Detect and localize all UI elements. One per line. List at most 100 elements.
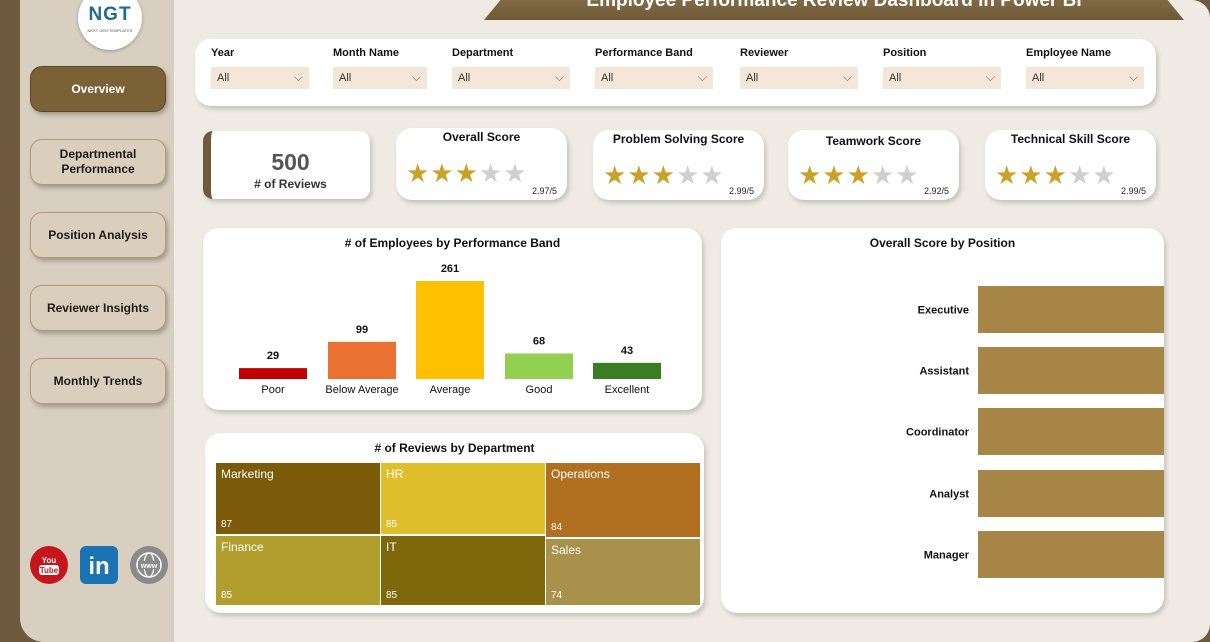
- star-rating: ★★★★★: [603, 160, 725, 191]
- youtube-icon[interactable]: You Tube: [30, 546, 68, 584]
- filter-label: Department: [452, 47, 514, 59]
- chart-title: # of Reviews by Department: [374, 441, 535, 455]
- chevron-down-icon: ⌵: [411, 70, 421, 84]
- filter-label: Reviewer: [740, 47, 789, 59]
- treemap-value: 85: [386, 519, 398, 530]
- nav-position-analysis-button[interactable]: Position Analysis: [30, 212, 166, 258]
- treemap-cell-marketing[interactable]: Marketing 87: [216, 463, 380, 534]
- svg-text:Tube: Tube: [40, 566, 59, 575]
- star-rating: ★★★★★: [798, 160, 920, 191]
- star-empty-icon: ★★: [675, 160, 725, 190]
- performance-band-chart: 29 Poor 99 Below Average 261 Average 68 Good 43 E…: [239, 263, 661, 396]
- star-empty-icon: ★★: [478, 158, 528, 188]
- logo-text: NGT: [88, 4, 132, 25]
- logo-subtitle: NEXT GEN TEMPLATES: [87, 28, 133, 33]
- department-treemap-card: # of Reviews by Department Marketing 87 HR…: [205, 433, 704, 613]
- chevron-down-icon: ⌵: [697, 70, 707, 84]
- performance-band-chart-card: # of Employees by Performance Band 29 Poo…: [203, 228, 702, 410]
- treemap-value: 74: [551, 590, 563, 601]
- star-empty-icon: ★★: [1067, 160, 1117, 190]
- category-label: Poor: [261, 384, 285, 396]
- chart-title: # of Employees by Performance Band: [344, 236, 561, 250]
- bar-below-average: [328, 341, 396, 379]
- chevron-down-icon: ⌵: [1128, 70, 1138, 84]
- star-filled-icon: ★★★: [798, 160, 871, 190]
- treemap-label: Finance: [221, 540, 264, 554]
- bar-average: [416, 281, 484, 379]
- nav-departmental-performance-button[interactable]: Departmental Performance: [30, 139, 166, 185]
- data-label: 261: [441, 263, 459, 275]
- problem-solving-score-card: Problem Solving Score ★★★★★ 2.99/5: [593, 130, 764, 200]
- category-label: Assistant: [919, 366, 969, 378]
- bar-excellent: [593, 362, 661, 379]
- kpi-title: Overall Score: [442, 130, 521, 144]
- treemap-value: 85: [386, 590, 398, 601]
- treemap-value: 84: [551, 522, 563, 533]
- nav-label: Overview: [71, 81, 125, 96]
- year-dropdown[interactable]: All ⌵: [211, 67, 309, 89]
- treemap-label: Operations: [551, 467, 610, 481]
- filter-label: Month Name: [333, 47, 399, 59]
- filter-label: Position: [883, 47, 927, 59]
- star-rating: ★★★★★: [406, 158, 528, 189]
- performance-band-dropdown[interactable]: All ⌵: [595, 67, 713, 89]
- position-dropdown[interactable]: All ⌵: [883, 67, 1001, 89]
- reviews-kpi-card: 500 # of Reviews: [203, 131, 370, 199]
- data-label: 99: [356, 324, 368, 336]
- reviews-count: 500: [271, 149, 310, 175]
- star-empty-icon: ★★: [870, 160, 920, 190]
- dropdown-value: All: [601, 72, 614, 84]
- star-filled-icon: ★★★: [603, 160, 676, 190]
- overall-score-card: Overall Score ★★★★★ 2.97/5: [396, 128, 567, 200]
- data-label: 68: [533, 335, 545, 347]
- bar-good: [505, 353, 573, 379]
- reviewer-dropdown[interactable]: All ⌵: [740, 67, 858, 89]
- month-dropdown[interactable]: All ⌵: [333, 67, 427, 89]
- category-label: Coordinator: [906, 427, 970, 439]
- filter-bar: Year All ⌵ Month Name All ⌵ Department All…: [195, 39, 1156, 106]
- dropdown-value: All: [889, 72, 902, 84]
- kpi-title: Technical Skill Score: [1010, 132, 1131, 146]
- svg-text:in: in: [88, 553, 109, 580]
- data-label: 29: [267, 350, 279, 362]
- department-dropdown[interactable]: All ⌵: [452, 67, 570, 89]
- treemap-cell-sales[interactable]: Sales 74: [546, 539, 700, 605]
- employee-name-dropdown[interactable]: All ⌵: [1026, 67, 1144, 89]
- kpi-value: 2.97/5: [531, 186, 557, 196]
- nav-reviewer-insights-button[interactable]: Reviewer Insights: [30, 285, 166, 331]
- title-banner: Employee Performance Review Dashboard in…: [484, 0, 1184, 20]
- treemap-cell-finance[interactable]: Finance 85: [216, 536, 380, 605]
- website-icon[interactable]: www: [130, 546, 168, 584]
- nav-overview-button[interactable]: Overview: [30, 66, 166, 112]
- sidebar: NGT NEXT GEN TEMPLATES Overview Departme…: [20, 0, 174, 642]
- category-label: Below Average: [325, 384, 398, 396]
- star-filled-icon: ★★★: [406, 158, 479, 188]
- treemap-cell-operations[interactable]: Operations 84: [546, 463, 700, 537]
- data-label: 43: [621, 345, 633, 357]
- kpi-value: 2.99/5: [728, 186, 754, 196]
- department-treemap: Marketing 87 HR 85 Operations 84 Finance 85 IT 85…: [216, 463, 700, 605]
- teamwork-score-card: Teamwork Score ★★★★★ 2.92/5: [788, 130, 959, 200]
- main-panel: Employee Performance Review Dashboard in…: [174, 0, 1210, 642]
- chevron-down-icon: ⌵: [554, 70, 564, 84]
- kpi-title: Problem Solving Score: [612, 132, 745, 146]
- linkedin-icon[interactable]: in: [80, 546, 118, 584]
- treemap-value: 87: [221, 519, 233, 530]
- nav-monthly-trends-button[interactable]: Monthly Trends: [30, 358, 166, 404]
- reviews-label: # of Reviews: [254, 177, 327, 191]
- chevron-down-icon: ⌵: [842, 70, 852, 84]
- treemap-label: Sales: [551, 543, 582, 557]
- category-label: Analyst: [929, 489, 969, 501]
- nav-label: Departmental Performance: [59, 147, 137, 176]
- bar-analyst: [978, 470, 1164, 517]
- treemap-label: IT: [386, 540, 397, 554]
- treemap-cell-it[interactable]: IT 85: [381, 536, 545, 605]
- dropdown-value: All: [339, 72, 352, 84]
- dropdown-value: All: [1032, 72, 1045, 84]
- treemap-cell-hr[interactable]: HR 85: [381, 463, 545, 534]
- treemap-value: 85: [221, 590, 233, 601]
- chevron-down-icon: ⌵: [293, 70, 303, 84]
- filter-label: Year: [211, 47, 235, 59]
- category-label: Good: [526, 384, 553, 396]
- bar-assistant: [978, 347, 1164, 394]
